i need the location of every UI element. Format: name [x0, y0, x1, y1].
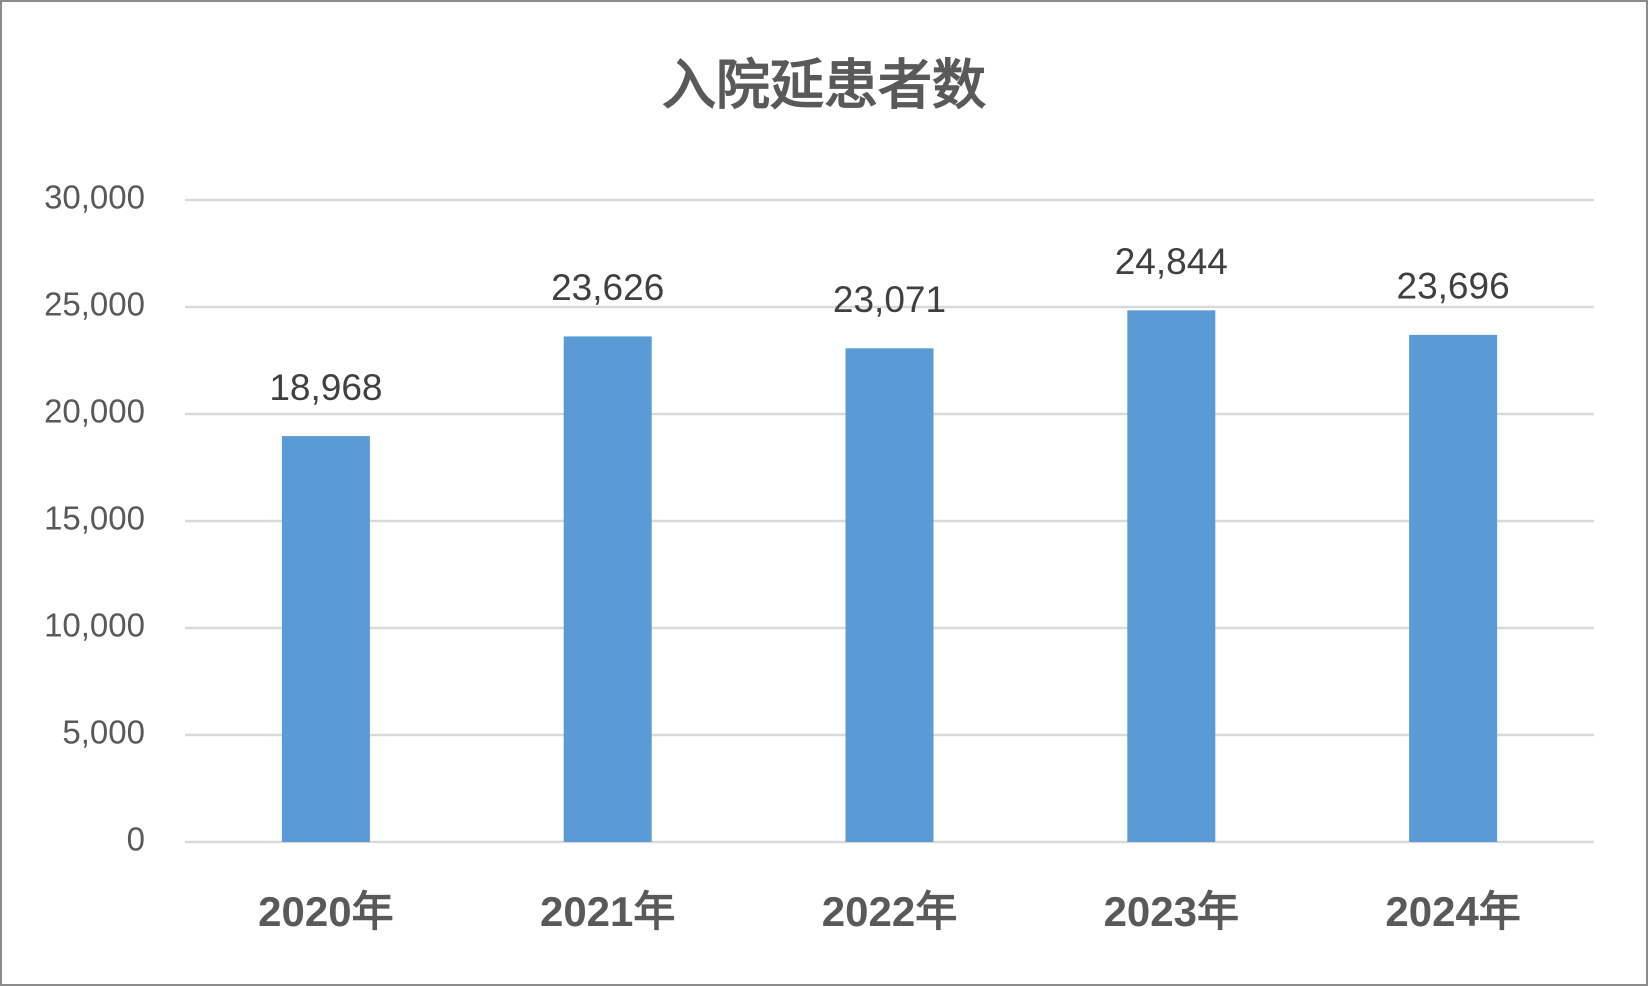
bar — [563, 336, 652, 842]
bar — [281, 436, 370, 842]
data-label: 23,626 — [551, 267, 664, 308]
x-tick-label: 2020年 — [258, 888, 393, 935]
data-label: 23,696 — [1397, 266, 1510, 307]
y-tick-label: 0 — [127, 821, 145, 858]
y-tick-label: 20,000 — [44, 393, 145, 430]
y-tick-label: 10,000 — [44, 607, 145, 644]
x-tick-label: 2023年 — [1104, 888, 1239, 935]
data-label: 18,968 — [269, 367, 382, 408]
bar — [845, 348, 934, 842]
x-tick-label: 2024年 — [1385, 888, 1520, 935]
data-label: 24,844 — [1115, 241, 1228, 282]
x-tick-label: 2022年 — [822, 888, 957, 935]
data-label: 23,071 — [833, 279, 946, 320]
y-tick-label: 15,000 — [44, 500, 145, 537]
y-tick-label: 5,000 — [62, 714, 145, 751]
chart-title: 入院延患者数 — [662, 55, 986, 115]
x-tick-label: 2021年 — [540, 888, 675, 935]
y-tick-label: 30,000 — [44, 179, 145, 216]
y-tick-label: 25,000 — [44, 286, 145, 323]
bar — [1409, 334, 1498, 842]
bar — [1127, 310, 1216, 843]
